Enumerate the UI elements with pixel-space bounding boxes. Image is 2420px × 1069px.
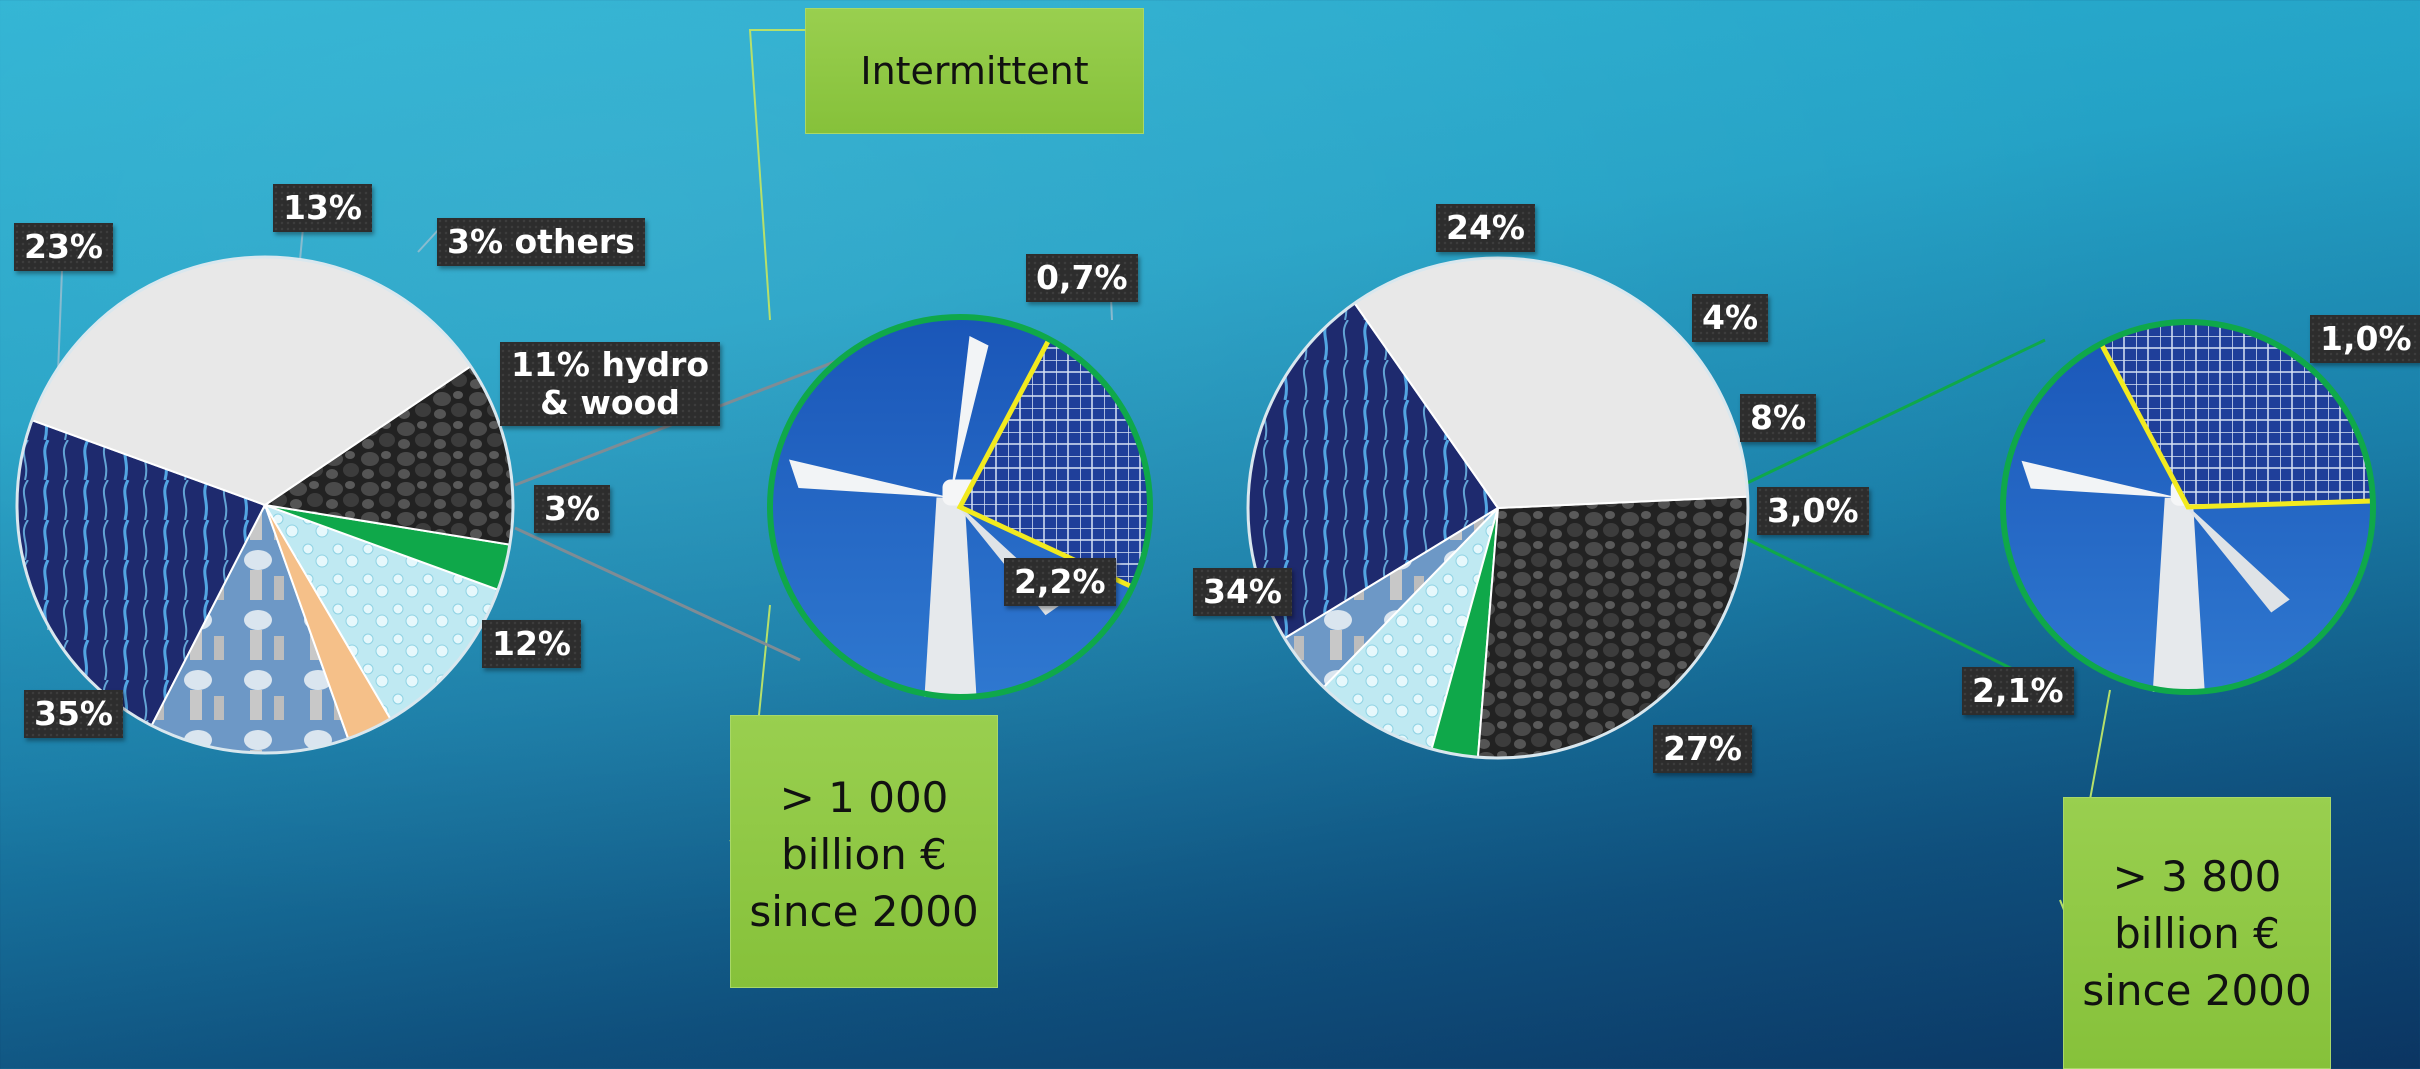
slice-label-hydro-2: 8% <box>1740 394 1817 442</box>
intermittent-text: Intermittent <box>860 49 1089 93</box>
slice-label-coal-2: 27% <box>1653 725 1752 773</box>
slice-label-nuclear: 13% <box>273 184 372 232</box>
zoom-outline <box>2000 319 2376 695</box>
zoom-connectors <box>514 338 2046 682</box>
slice-label-oil-2: 34% <box>1193 568 1292 616</box>
slice-label-coal: 12% <box>482 620 581 668</box>
left-investment-callout: > 1 000 billion € since 2000 <box>730 715 998 988</box>
slice-label-gas-2: 24% <box>1436 204 1535 252</box>
slice-label-gas: 23% <box>14 223 113 271</box>
right-investment-line-3: since 2000 <box>2082 966 2312 1015</box>
left-investment-line-2: billion € <box>781 830 947 879</box>
zoom-label-wind-2: 2,1% <box>1962 667 2074 715</box>
coal-slice <box>1476 495 1749 759</box>
right-pie <box>1246 256 1750 760</box>
left-investment-line-3: since 2000 <box>749 887 979 936</box>
intermittent-callout: Intermittent <box>805 8 1144 134</box>
right-investment-line-2: billion € <box>2114 909 2280 958</box>
slice-label-others: 3% others <box>437 218 645 266</box>
left-investment-line-1: > 1 000 <box>779 773 949 822</box>
pie-outline <box>15 255 515 755</box>
left-pie <box>15 255 515 755</box>
slice-label-intermittent: 3% <box>534 485 611 533</box>
right-investment-callout: > 3 800 billion € since 2000 <box>2063 797 2331 1069</box>
zoom-label-solar: 0,7% <box>1026 254 1138 302</box>
zoom-label-wind: 2,2% <box>1004 558 1116 606</box>
right-zoom-pie <box>2000 319 2376 695</box>
left-zoom-pie <box>767 314 1153 700</box>
slice-label-hydro-wood: 11% hydro & wood <box>500 342 720 426</box>
zoom-outline <box>767 314 1153 700</box>
slice-label-nuclear-2: 4% <box>1692 294 1769 342</box>
zoom-label-solar-2: 1,0% <box>2310 315 2420 363</box>
pie-outline <box>1246 256 1750 760</box>
slice-label-oil: 35% <box>24 690 123 738</box>
slice-label-intermittent-2: 3,0% <box>1757 487 1869 535</box>
right-investment-line-1: > 3 800 <box>2112 852 2282 901</box>
